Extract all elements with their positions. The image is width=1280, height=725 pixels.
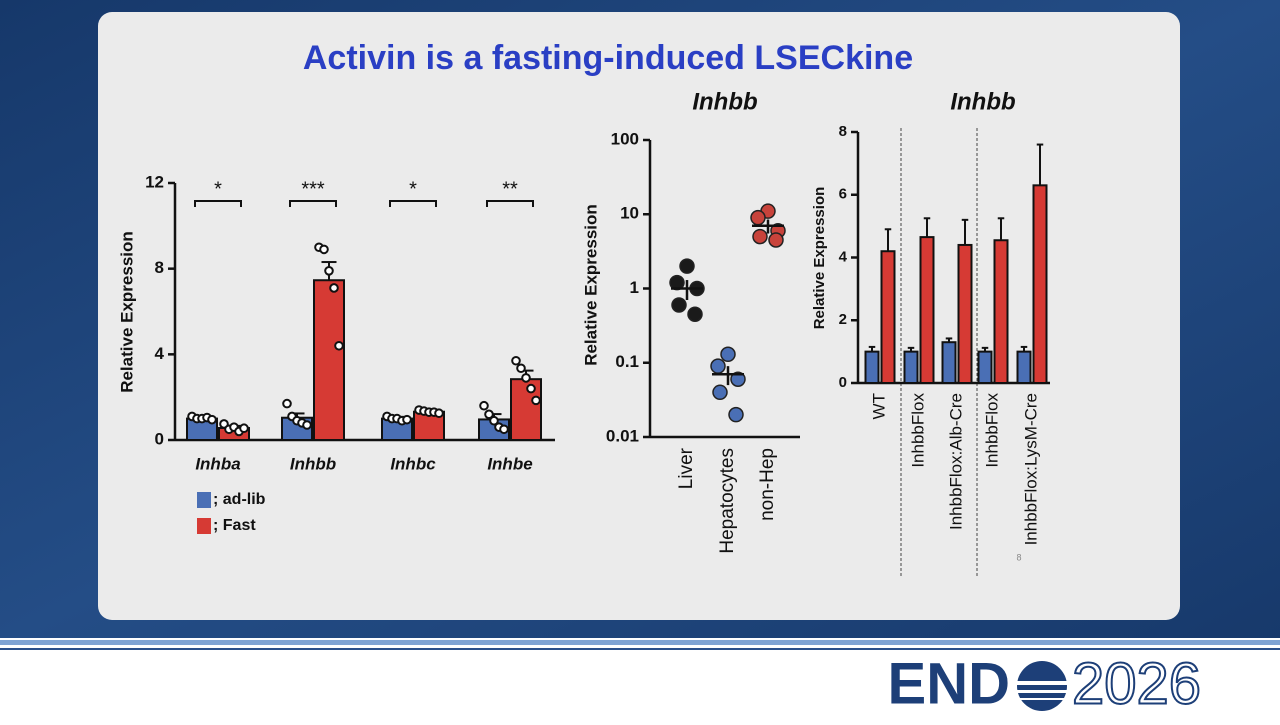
data-point	[207, 414, 217, 425]
bar	[957, 243, 973, 384]
data-point	[282, 398, 292, 409]
bar	[880, 250, 896, 384]
y-tick-label: 4	[155, 344, 165, 363]
x-tick-label: WT	[869, 393, 888, 419]
x-tick-label: Inhba	[195, 454, 240, 473]
data-point	[484, 409, 494, 420]
chart-title: Inhbb	[692, 88, 757, 115]
legend-swatch	[197, 518, 211, 534]
bar	[864, 350, 880, 384]
y-axis-label: Relative Expression	[581, 204, 600, 366]
x-tick-label: InhbbFlox	[982, 393, 1001, 468]
sig-bracket	[194, 200, 242, 207]
legend-label: ; ad-lib	[213, 491, 266, 508]
data-point	[671, 297, 687, 313]
x-tick-label: Liver	[676, 447, 697, 489]
data-point	[720, 346, 736, 363]
y-tick-label: 10	[620, 204, 639, 223]
x-tick-label: Hepatocytes	[717, 448, 738, 554]
data-point	[687, 306, 703, 322]
x-tick-label: Inhbc	[390, 454, 436, 473]
bar	[941, 341, 957, 384]
bar	[1016, 350, 1032, 384]
data-point	[499, 424, 509, 435]
y-tick-label: 1	[630, 278, 639, 297]
data-point	[710, 358, 726, 374]
legend-label: ; Fast	[213, 517, 256, 534]
footer-line	[0, 648, 1280, 650]
logo-globe	[1017, 661, 1069, 711]
y-axis-label: Relative Expression	[117, 231, 136, 393]
sig-label: *	[214, 178, 222, 200]
data-point	[324, 266, 334, 276]
data-point	[479, 400, 489, 411]
y-axis-label: Relative Expression	[811, 187, 828, 330]
logo-text: END	[888, 651, 1010, 716]
x-tick-label: InhbbFlox:Alb-Cre	[946, 393, 965, 530]
bar	[919, 236, 935, 384]
bar	[1032, 184, 1048, 384]
bar	[903, 350, 919, 384]
sig-label: *	[409, 178, 417, 200]
data-point	[712, 384, 728, 401]
bar	[993, 239, 1009, 384]
sig-bracket	[389, 200, 437, 207]
legend-swatch	[197, 492, 211, 508]
sig-label: **	[502, 178, 518, 200]
y-tick-label: 100	[611, 129, 639, 148]
sig-bracket	[289, 200, 337, 207]
data-point	[319, 244, 329, 255]
slide-title: Activin is a fasting-induced LSECkine	[303, 39, 913, 77]
data-point	[750, 209, 766, 226]
bar	[510, 378, 542, 441]
sig-bracket	[486, 200, 534, 207]
data-point	[511, 355, 521, 366]
y-tick-label: 4	[839, 248, 848, 265]
y-tick-label: 0	[155, 429, 164, 448]
bar	[977, 350, 993, 384]
bar	[313, 279, 345, 441]
data-point	[334, 340, 344, 351]
y-tick-label: 2	[839, 311, 847, 328]
y-tick-label: 0.01	[606, 426, 639, 445]
data-point	[526, 383, 536, 394]
footer	[0, 638, 1280, 720]
y-tick-label: 8	[155, 258, 164, 277]
data-point	[239, 423, 249, 434]
chart-title: Inhbb	[950, 88, 1015, 115]
data-point	[679, 258, 695, 274]
data-point	[728, 406, 744, 423]
footer-line	[0, 640, 1280, 645]
y-tick-label: 8	[839, 123, 847, 140]
data-point	[521, 373, 531, 383]
data-point	[516, 363, 526, 374]
slide-panel	[98, 12, 1180, 620]
data-point	[730, 371, 746, 387]
data-point	[768, 232, 784, 248]
x-tick-label: InhbbFlox	[908, 393, 927, 468]
data-point	[434, 408, 444, 419]
y-tick-label: 6	[839, 186, 847, 203]
data-point	[402, 414, 412, 425]
x-tick-label: Inhbb	[290, 454, 336, 473]
logo-text: 2026	[1072, 651, 1201, 716]
x-tick-label: InhbbFlox:LysM-Cre	[1021, 393, 1040, 545]
y-tick-label: 0	[839, 374, 847, 391]
y-tick-label: 12	[145, 172, 164, 191]
data-point	[531, 395, 541, 406]
sig-label: ***	[301, 178, 325, 200]
y-tick-label: 0.1	[615, 352, 639, 371]
data-point	[302, 420, 312, 430]
data-point	[752, 228, 768, 245]
page-number: 8	[1016, 552, 1021, 562]
x-tick-label: non-Hep	[757, 448, 778, 521]
data-point	[329, 283, 339, 293]
data-point	[489, 415, 499, 426]
x-tick-label: Inhbe	[487, 454, 532, 473]
